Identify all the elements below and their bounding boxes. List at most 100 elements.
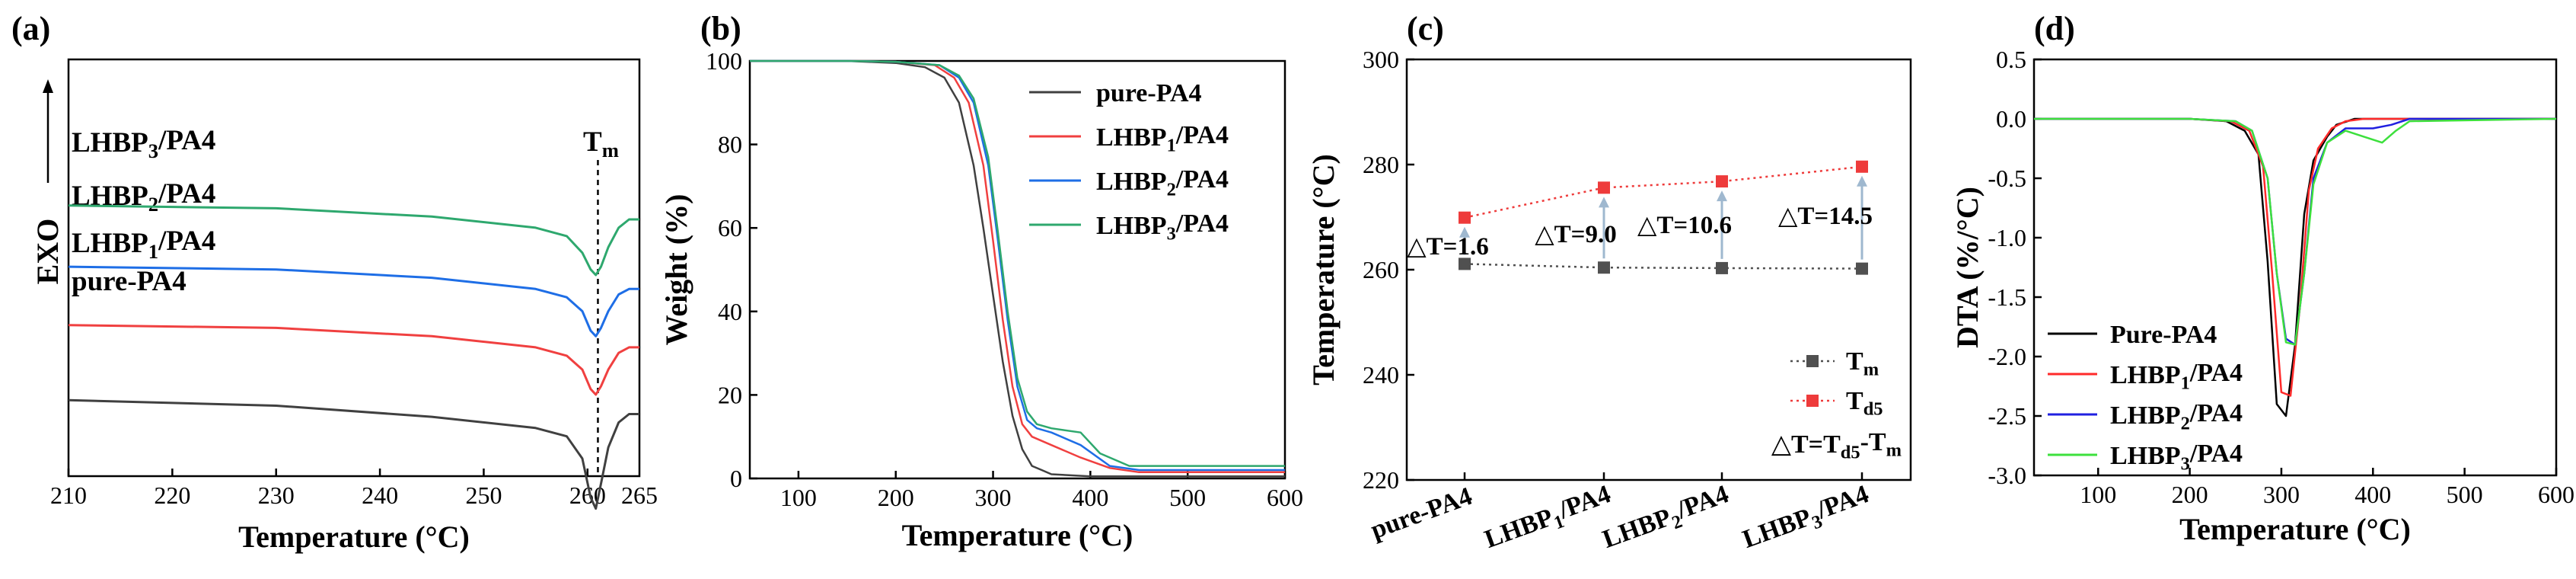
label-subscript: 1 xyxy=(148,240,158,263)
y-axis-title: EXO xyxy=(30,219,65,285)
label-text: /PA4 xyxy=(2189,440,2243,468)
label-text: LHBP xyxy=(1096,123,1167,152)
series-line-3 xyxy=(750,59,1285,467)
label-text: △T= xyxy=(1771,430,1823,459)
x-tick-label: 600 xyxy=(1267,484,1303,511)
label-text: LHBP xyxy=(2110,401,2181,430)
x-tick-label: 240 xyxy=(362,481,398,509)
y-axis-title: Weight (%) xyxy=(659,194,693,346)
legend-label-0: pure-PA4 xyxy=(1096,79,1202,107)
tm-point-0 xyxy=(1459,258,1471,270)
series-line-2 xyxy=(68,265,639,337)
x-tick-label: 500 xyxy=(2447,481,2483,508)
y-tick-label: 0.0 xyxy=(1996,105,2026,133)
legend-label-3: LHBP3/PA4 xyxy=(1096,210,1229,244)
curve-label-3: LHBP3/PA4 xyxy=(72,125,215,162)
category-label-3: LHBP3/PA4 xyxy=(1739,480,1875,558)
y-tick-label: 0 xyxy=(730,465,742,492)
label-subscript: m xyxy=(602,139,619,162)
td5-point-1 xyxy=(1598,181,1610,194)
series-line-3 xyxy=(68,204,639,277)
legend-marker-td5 xyxy=(1806,395,1819,407)
label-subscript: 1 xyxy=(1167,135,1176,155)
panel-label-b: (b) xyxy=(700,10,741,47)
series-line-td5 xyxy=(1464,165,1863,219)
td5-point-3 xyxy=(1856,160,1868,173)
label-text: LHBP xyxy=(1599,504,1675,554)
label-text: /PA4 xyxy=(158,125,215,156)
legend-label-2: LHBP2/PA4 xyxy=(2110,399,2243,433)
legend-label-2: LHBP2/PA4 xyxy=(1096,165,1229,200)
tm-point-2 xyxy=(1716,261,1728,274)
label-text: T xyxy=(1846,347,1863,376)
td5-point-0 xyxy=(1459,211,1471,224)
y-tick-label: 40 xyxy=(718,298,742,325)
panel-d: (d) 100 200 300 400 500 600 -3.0 -2.5 -2.0 -1.5 -1.… xyxy=(1950,10,2574,546)
legend-label-tm: Tm xyxy=(1846,347,1879,379)
label-text: LHBP xyxy=(72,228,148,259)
label-subscript: 2 xyxy=(1167,179,1176,200)
label-text: /PA4 xyxy=(1175,165,1229,194)
x-tick-label: 400 xyxy=(2354,481,2391,508)
panel-label-c: (c) xyxy=(1407,10,1444,47)
y-tick-label: 20 xyxy=(718,381,742,408)
y-tick-label: 260 xyxy=(1363,256,1399,283)
label-text: - xyxy=(1860,428,1869,456)
panel-b: (b)100 200 300 400 500 600020406080100Tempera… xyxy=(659,10,1303,552)
label-subscript: 3 xyxy=(2181,453,2190,474)
panel-label-a: (a) xyxy=(11,10,50,47)
y-tick-label: 300 xyxy=(1363,46,1399,73)
label-text: LHBP xyxy=(1739,504,1816,554)
label-text: /PA4 xyxy=(2189,359,2243,387)
y-tick-label: 280 xyxy=(1363,151,1399,178)
series-line-1 xyxy=(68,324,639,396)
category-label-1: LHBP1/PA4 xyxy=(1481,480,1617,558)
label-text: T xyxy=(1846,387,1863,415)
label-text: pure-PA4 xyxy=(72,266,187,297)
x-tick-label: 600 xyxy=(2538,481,2574,508)
x-tick-label: 100 xyxy=(2080,481,2116,508)
y-tick-label: 220 xyxy=(1363,466,1399,494)
tm-point-1 xyxy=(1598,261,1610,274)
delta-arrow-head-2 xyxy=(1717,190,1727,202)
curve-label-2: LHBP2/PA4 xyxy=(72,178,215,216)
series-line-0 xyxy=(68,398,639,510)
y-tick-label: -1.0 xyxy=(1988,224,2026,251)
label-subscript: 3 xyxy=(1167,223,1176,244)
delta-arrow-head-3 xyxy=(1857,175,1867,187)
x-tick-label: 220 xyxy=(154,481,190,509)
label-subscript: 3 xyxy=(148,139,158,162)
y-tick-label: -2.5 xyxy=(1988,402,2026,430)
panel-label-d: (d) xyxy=(2034,10,2075,47)
y-tick-label: -1.5 xyxy=(1988,283,2026,311)
label-subscript: 1 xyxy=(2181,373,2190,393)
x-axis-title: Temperature (°C) xyxy=(902,518,1133,552)
x-axis-title: Temperature (°C) xyxy=(238,520,470,554)
legend-marker-tm xyxy=(1806,355,1819,367)
series-line-tm xyxy=(1464,263,1863,270)
label-subscript: m xyxy=(1886,440,1902,460)
series-line-0 xyxy=(2034,117,2556,417)
label-text: LHBP xyxy=(72,127,148,158)
label-text: T xyxy=(1869,428,1886,456)
curve-label-0: pure-PA4 xyxy=(72,266,187,297)
x-tick-label: 230 xyxy=(258,481,295,509)
legend-label-1: LHBP1/PA4 xyxy=(1096,121,1229,155)
legend-label-td5: Td5 xyxy=(1846,387,1883,419)
delta-label-2: △T=10.6 xyxy=(1637,212,1732,239)
series-line-3 xyxy=(2034,117,2557,346)
delta-arrow-head-0 xyxy=(1459,226,1470,238)
plot-frame xyxy=(748,59,1286,480)
label-text: LHBP xyxy=(1096,168,1167,196)
tm-point-3 xyxy=(1856,262,1868,275)
y-tick-label: 240 xyxy=(1363,361,1399,389)
x-tick-label-end: 265 xyxy=(621,481,658,509)
x-tick-label: 200 xyxy=(878,484,914,511)
label-text: T xyxy=(1823,430,1841,459)
label-text: /PA4 xyxy=(158,178,215,210)
legend-label-1: LHBP1/PA4 xyxy=(2110,359,2243,393)
label-text: /PA4 xyxy=(2189,399,2243,427)
y-tick-label: 80 xyxy=(718,131,742,158)
delta-arrow-head-1 xyxy=(1599,197,1609,208)
